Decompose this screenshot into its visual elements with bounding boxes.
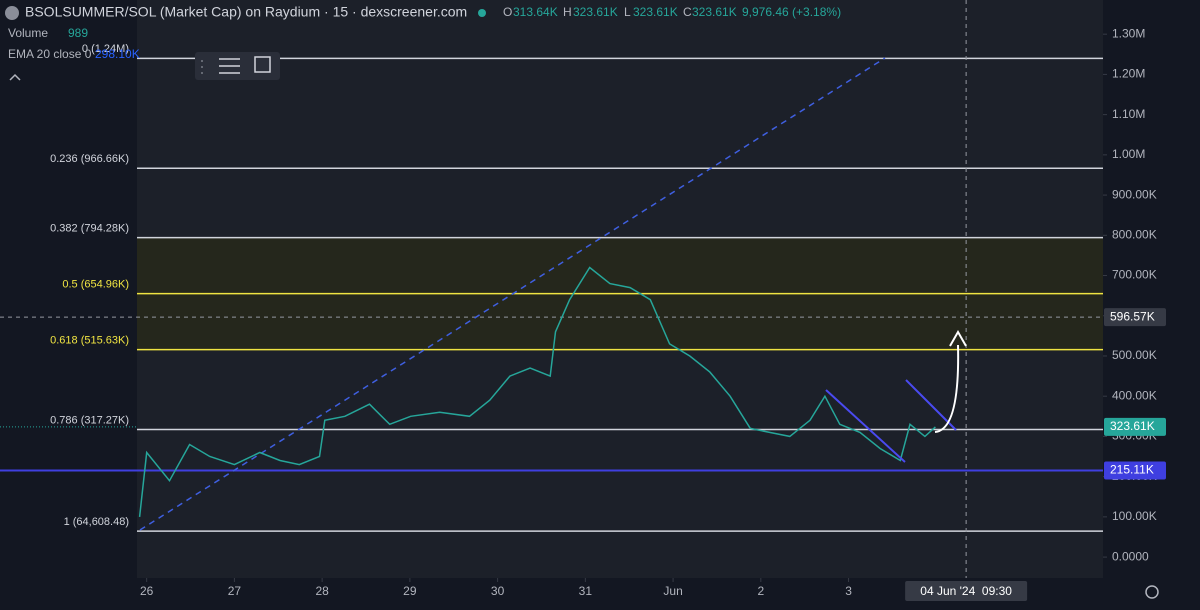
- indicator-name: Volume: [8, 26, 48, 40]
- indicator-name: EMA 20 close 0: [8, 47, 92, 61]
- ohlc-label: L: [624, 5, 631, 19]
- x-tick-label: 31: [579, 584, 593, 598]
- price-label: 323.61K: [1110, 419, 1155, 433]
- ohlc-value: 323.61K: [573, 5, 618, 19]
- ohlc-value: 323.61K: [692, 5, 737, 19]
- change: 9,976.46 (+3.18%): [742, 5, 841, 19]
- series: [138, 266, 936, 517]
- ohlc-label: H: [563, 5, 572, 19]
- chart-title: BSOLSUMMER/SOL (Market Cap) on Raydium ·…: [25, 4, 467, 20]
- y-tick-label: 1.10M: [1112, 107, 1145, 121]
- y-tick-label: 1.20M: [1112, 67, 1145, 81]
- arrow-head: [949, 329, 967, 347]
- price-label-box: [1104, 308, 1166, 327]
- settings-button[interactable]: [1145, 585, 1159, 599]
- ohlc-label: O: [503, 5, 512, 19]
- settings-icon[interactable]: [219, 58, 240, 74]
- indicator-value: 989: [68, 26, 88, 40]
- x-tick-label: Jun: [663, 584, 682, 598]
- fib-label: 1 (64,608.48): [64, 516, 129, 528]
- price-label: 596.57K: [1110, 309, 1155, 323]
- x-tick-label: 2: [757, 584, 764, 598]
- ohlc-value: 313.64K: [513, 5, 558, 19]
- collapse-icon[interactable]: [9, 73, 21, 81]
- fib-label: 0 (1.24M): [82, 43, 129, 55]
- price-label: 215.11K: [1110, 463, 1154, 477]
- trend-line: [825, 389, 906, 463]
- fib-label: 0.786 (317.27K): [50, 414, 129, 426]
- y-tick-label: 400.00K: [1112, 388, 1157, 402]
- drag-handle[interactable]: [201, 60, 203, 62]
- ohlc-value: 323.61K: [633, 5, 678, 19]
- y-tick-label: 900.00K: [1112, 187, 1157, 201]
- status-dot: [478, 9, 486, 17]
- x-tick-label: 28: [315, 584, 329, 598]
- x-tick-label: 3: [845, 584, 852, 598]
- fib-label: 0.5 (654.96K): [62, 279, 129, 291]
- price-label-box: [1104, 461, 1166, 480]
- x-tick-label: 26: [140, 584, 154, 598]
- fib-label: 0.382 (794.28K): [50, 223, 129, 235]
- y-tick-label: 500.00K: [1112, 348, 1157, 362]
- y-tick-label: 1.00M: [1112, 147, 1145, 161]
- y-tick-label: 1.30M: [1112, 26, 1145, 40]
- drag-handle[interactable]: [201, 66, 203, 68]
- time-label: 04 Jun '24 09:30: [920, 584, 1012, 598]
- ohlc-label: C: [683, 5, 692, 19]
- token-icon: [5, 6, 19, 20]
- y-tick-label: 700.00K: [1112, 268, 1157, 282]
- x-tick-label: 29: [403, 584, 417, 598]
- fib-zones: [137, 237, 1103, 350]
- fib-label: 0.236 (966.66K): [50, 153, 129, 165]
- trend-line: [139, 57, 886, 531]
- price-label-box: [1104, 417, 1166, 436]
- y-tick-label: 800.00K: [1112, 227, 1157, 241]
- y-tick-label: 100.00K: [1112, 509, 1157, 523]
- fib-label: 0.618 (515.63K): [50, 335, 129, 347]
- x-tick-label: 27: [228, 584, 242, 598]
- arrow: [934, 344, 960, 433]
- y-axis-bg: [1103, 0, 1200, 610]
- fib-zone: [137, 293, 1103, 350]
- y-tick-label: 0.0000: [1112, 549, 1149, 563]
- select-icon[interactable]: [254, 56, 271, 73]
- price-line-series: [138, 266, 936, 517]
- time-label-box: [905, 581, 1028, 601]
- indicator-value: 298.10K: [95, 47, 140, 61]
- x-tick-label: 30: [491, 584, 505, 598]
- drag-handle[interactable]: [201, 72, 203, 74]
- fib-zone: [137, 237, 1103, 294]
